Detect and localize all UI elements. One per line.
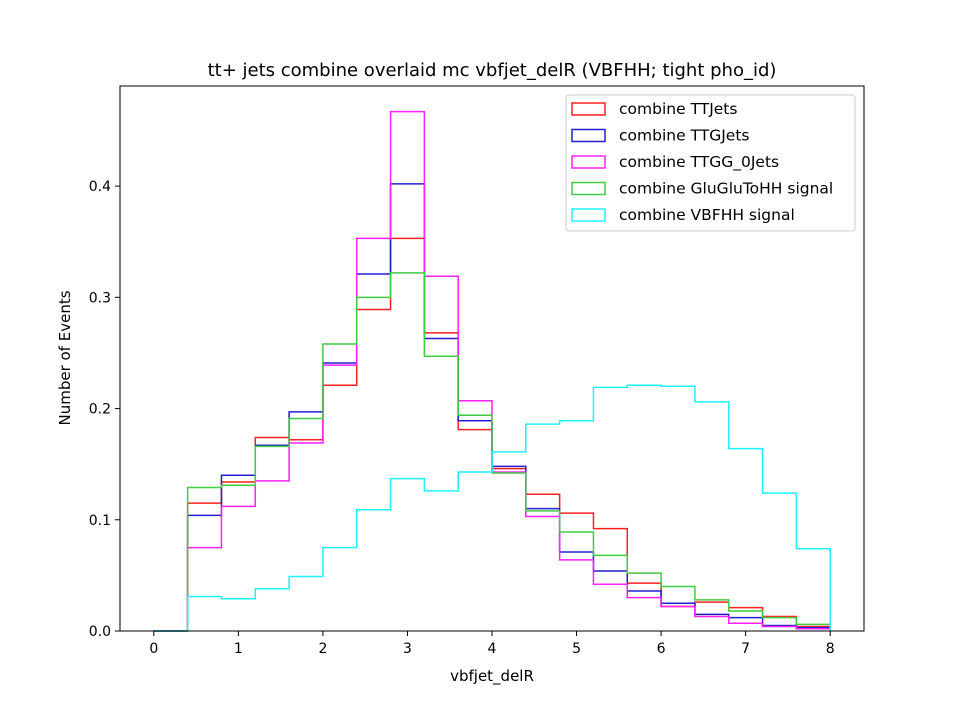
y-tick-label: 0.0 bbox=[89, 624, 111, 640]
x-tick-label: 1 bbox=[234, 641, 243, 657]
legend-label: combine TTGJets bbox=[619, 127, 749, 145]
series-layer bbox=[153, 110, 831, 632]
legend: combine TTJets combine TTGJets combine TTG… bbox=[565, 94, 856, 232]
axes-frame bbox=[119, 85, 865, 632]
y-tick-label: 0.4 bbox=[89, 179, 111, 195]
y-tick-label: 0.1 bbox=[89, 513, 111, 529]
legend-label: combine VBFHH signal bbox=[619, 206, 795, 224]
x-tick-label: 7 bbox=[741, 641, 750, 657]
x-tick-label: 6 bbox=[657, 641, 666, 657]
y-axis-label: Number of Events bbox=[56, 290, 74, 425]
legend-swatch bbox=[571, 181, 606, 196]
plot-area: 0 1 2 3 4 5 6 7 8 0.0 0.1 0.2 0.3 0.4 bbox=[89, 85, 865, 657]
x-axis-label: vbfjet_delR bbox=[450, 667, 534, 686]
legend-swatch bbox=[571, 128, 606, 143]
legend-label: combine TTJets bbox=[619, 100, 737, 118]
chart-title: tt+ jets combine overlaid mc vbfjet_delR… bbox=[208, 60, 777, 81]
legend-swatch bbox=[571, 102, 606, 116]
x-tick-label: 8 bbox=[826, 641, 835, 657]
x-tick-label: 0 bbox=[149, 641, 158, 657]
series-outline-4 bbox=[153, 384, 831, 632]
legend-box bbox=[565, 94, 856, 232]
legend-label: combine TTGG_0Jets bbox=[619, 153, 779, 172]
tick-layer: 0 1 2 3 4 5 6 7 8 0.0 0.1 0.2 0.3 0.4 bbox=[89, 179, 835, 657]
x-tick-label: 4 bbox=[488, 641, 497, 657]
x-tick-label: 5 bbox=[572, 641, 581, 657]
y-tick-label: 0.2 bbox=[89, 402, 111, 418]
legend-swatch bbox=[571, 155, 606, 169]
legend-label: combine GluGluToHH signal bbox=[619, 180, 833, 198]
legend-entries: combine TTJets combine TTGJets combine TTG… bbox=[571, 100, 833, 224]
y-tick-label: 0.3 bbox=[89, 290, 111, 306]
x-tick-label: 3 bbox=[403, 641, 412, 657]
legend-swatch bbox=[571, 208, 606, 222]
x-tick-label: 2 bbox=[318, 641, 327, 657]
series-outline-3 bbox=[153, 272, 831, 632]
